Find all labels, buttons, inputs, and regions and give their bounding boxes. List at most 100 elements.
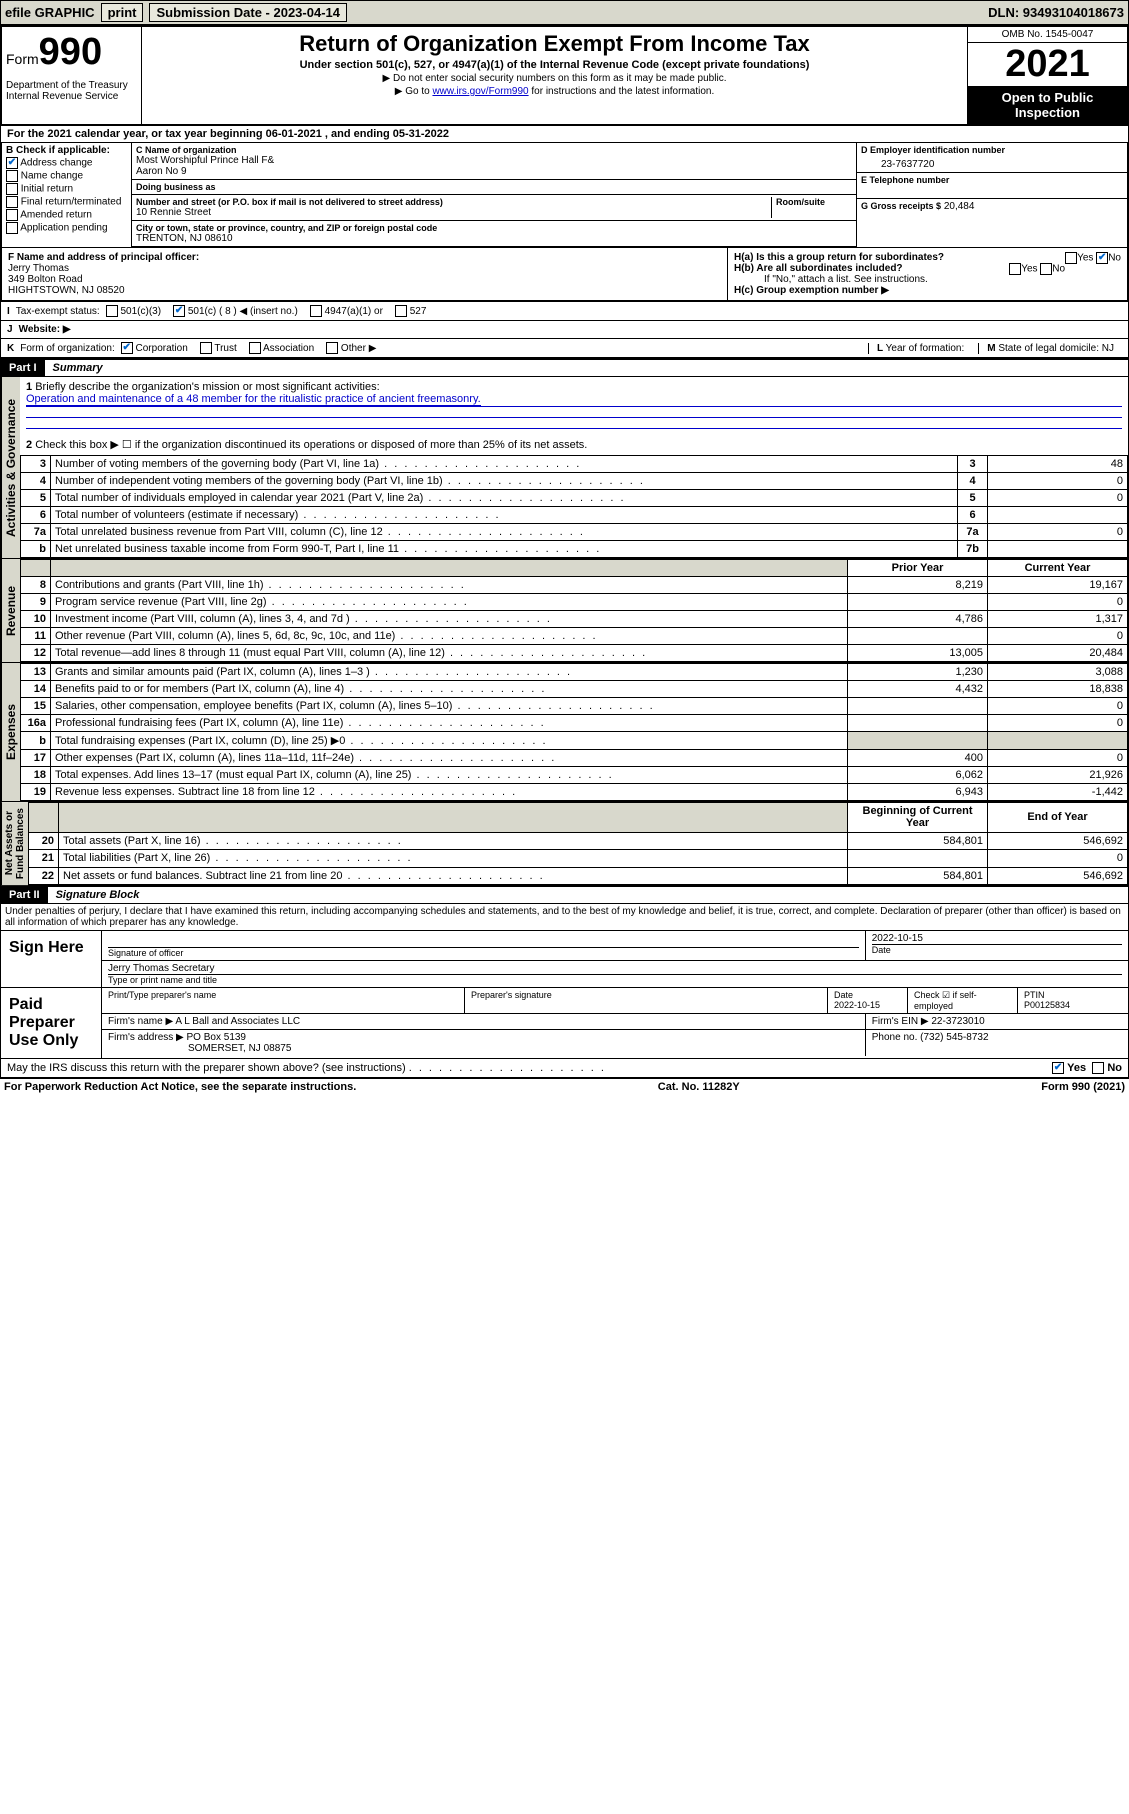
firm-ein: 22-3723010 xyxy=(931,1016,984,1027)
firm-name: A L Ball and Associates LLC xyxy=(175,1016,300,1027)
ha-row: H(a) Is this a group return for subordin… xyxy=(734,252,1121,263)
status-opt-1[interactable]: 501(c) ( 8 ) ◀ (insert no.) xyxy=(173,306,298,317)
hc-label: H(c) Group exemption number ▶ xyxy=(734,285,1121,296)
discuss-no-chk[interactable] xyxy=(1092,1062,1104,1074)
suite-label: Room/suite xyxy=(776,197,852,207)
discuss-yes-chk[interactable] xyxy=(1052,1062,1064,1074)
table-row: 20Total assets (Part X, line 16)584,8015… xyxy=(29,832,1128,849)
tel-label: E Telephone number xyxy=(861,175,1123,185)
q2-label: Check this box ▶ ☐ if the organization d… xyxy=(35,439,587,451)
omb-number: OMB No. 1545-0047 xyxy=(968,27,1127,43)
check-amended-return[interactable]: Amended return xyxy=(6,209,127,221)
table-row: 9Program service revenue (Part VIII, lin… xyxy=(21,594,1128,611)
prep-date-label: Date xyxy=(834,990,853,1000)
check-initial-return[interactable]: Initial return xyxy=(6,183,127,195)
hb-no[interactable] xyxy=(1040,263,1052,275)
ha-label: H(a) Is this a group return for subordin… xyxy=(734,252,944,263)
domicile-value: NJ xyxy=(1102,343,1114,354)
form-990: 990 xyxy=(39,31,102,73)
table-row: 11Other revenue (Part VIII, column (A), … xyxy=(21,628,1128,645)
sig-officer-label: Signature of officer xyxy=(108,947,859,958)
k-letter: K xyxy=(7,343,14,354)
pra-notice: For Paperwork Reduction Act Notice, see … xyxy=(4,1081,356,1093)
table-row: 17Other expenses (Part IX, column (A), l… xyxy=(21,750,1128,767)
q1-label: Briefly describe the organization's miss… xyxy=(35,381,379,393)
dln-label: DLN: 93493104018673 xyxy=(988,5,1124,20)
expenses-tab: Expenses xyxy=(1,663,20,801)
formorg-opt-0[interactable]: Corporation xyxy=(121,343,188,354)
tax-status-row: I Tax-exempt status: 501(c)(3) 501(c) ( … xyxy=(0,302,1129,321)
check-application-pending[interactable]: Application pending xyxy=(6,222,127,234)
formorg-opt-1[interactable]: Trust xyxy=(200,343,237,354)
check-name-change[interactable]: Name change xyxy=(6,170,127,182)
prep-name-label: Print/Type preparer's name xyxy=(102,988,465,1013)
status-opt-2[interactable]: 4947(a)(1) or xyxy=(310,306,383,317)
phone-value: (732) 545-8732 xyxy=(920,1032,988,1043)
ha-yes[interactable] xyxy=(1065,252,1077,264)
website-label: Website: ▶ xyxy=(19,324,71,335)
m-letter: M xyxy=(987,343,995,354)
ein-label: D Employer identification number xyxy=(861,145,1123,155)
table-row: 6Total number of volunteers (estimate if… xyxy=(21,507,1128,524)
part2-title: Signature Block xyxy=(56,889,140,901)
l-letter: L xyxy=(877,343,883,354)
form-title: Return of Organization Exempt From Incom… xyxy=(150,31,959,57)
phone-label: Phone no. xyxy=(872,1032,918,1043)
form-prefix: Form xyxy=(6,51,39,67)
form-number: Form990 xyxy=(6,31,137,74)
col-d: D Employer identification number 23-7637… xyxy=(857,143,1127,247)
table-row: 5Total number of individuals employed in… xyxy=(21,490,1128,507)
table-row: 19Revenue less expenses. Subtract line 1… xyxy=(21,784,1128,801)
officer-addr2: HIGHTSTOWN, NJ 08520 xyxy=(8,285,721,296)
officer-sig-name: Jerry Thomas Secretary xyxy=(108,963,1122,974)
irs-link[interactable]: www.irs.gov/Form990 xyxy=(432,86,528,97)
hb-yes[interactable] xyxy=(1009,263,1021,275)
tax-year: 2021 xyxy=(968,43,1127,86)
efile-label: efile GRAPHIC xyxy=(5,5,95,20)
page-footer: For Paperwork Reduction Act Notice, see … xyxy=(0,1078,1129,1095)
self-employed: Check ☑ if self-employed xyxy=(908,988,1018,1013)
q1-value: Operation and maintenance of a 48 member… xyxy=(26,393,481,406)
discuss-label: May the IRS discuss this return with the… xyxy=(7,1062,406,1074)
b-title: B Check if applicable: xyxy=(6,145,127,156)
hb-row: H(b) Are all subordinates included? Yes … xyxy=(734,263,1121,274)
no-label: No xyxy=(1108,253,1121,264)
table-row: 16aProfessional fundraising fees (Part I… xyxy=(21,715,1128,732)
tax-status-label: Tax-exempt status: xyxy=(16,306,100,317)
org-name: Most Worshipful Prince Hall F& Aaron No … xyxy=(136,155,852,177)
dba-label: Doing business as xyxy=(136,182,852,192)
print-button[interactable]: print xyxy=(101,3,144,22)
status-opt-3[interactable]: 527 xyxy=(395,306,426,317)
part1-header: Part I Summary xyxy=(0,359,1129,377)
check-final-return-terminated[interactable]: Final return/terminated xyxy=(6,196,127,208)
check-address-change[interactable]: Address change xyxy=(6,157,127,169)
officer-name-label: Type or print name and title xyxy=(108,974,1122,985)
dept-label: Department of the Treasury Internal Reve… xyxy=(6,80,137,102)
revenue-tab: Revenue xyxy=(1,559,20,662)
firm-name-label: Firm's name ▶ xyxy=(108,1016,173,1027)
netassets-tab: Net Assets or Fund Balances xyxy=(1,802,28,885)
gross-label: G Gross receipts $ xyxy=(861,201,941,211)
discuss-yes: Yes xyxy=(1067,1062,1086,1074)
firm-addr1: PO Box 5139 xyxy=(187,1032,246,1043)
table-row: 7aTotal unrelated business revenue from … xyxy=(21,524,1128,541)
table-row: 15Salaries, other compensation, employee… xyxy=(21,698,1128,715)
discuss-no: No xyxy=(1107,1062,1122,1074)
col-c: C Name of organization Most Worshipful P… xyxy=(132,143,857,247)
year-formation-label: Year of formation: xyxy=(886,343,965,354)
submission-date: Submission Date - 2023-04-14 xyxy=(149,3,347,22)
ha-no[interactable] xyxy=(1096,252,1108,264)
j-letter: J xyxy=(7,324,13,335)
part2-header: Part II Signature Block xyxy=(0,886,1129,904)
table-row: 18Total expenses. Add lines 13–17 (must … xyxy=(21,767,1128,784)
table-row: bNet unrelated business taxable income f… xyxy=(21,541,1128,558)
prep-sig-label: Preparer's signature xyxy=(465,988,828,1013)
status-opt-0[interactable]: 501(c)(3) xyxy=(106,306,161,317)
hb-note: If "No," attach a list. See instructions… xyxy=(734,274,1121,285)
part2-label: Part II xyxy=(1,887,48,903)
section-bcd: B Check if applicable: Address change Na… xyxy=(0,143,1129,247)
ptin-value: P00125834 xyxy=(1024,1000,1070,1010)
formorg-opt-2[interactable]: Association xyxy=(249,343,314,354)
expenses-table: 13Grants and similar amounts paid (Part … xyxy=(20,663,1128,801)
formorg-opt-3[interactable]: Other ▶ xyxy=(326,343,376,354)
